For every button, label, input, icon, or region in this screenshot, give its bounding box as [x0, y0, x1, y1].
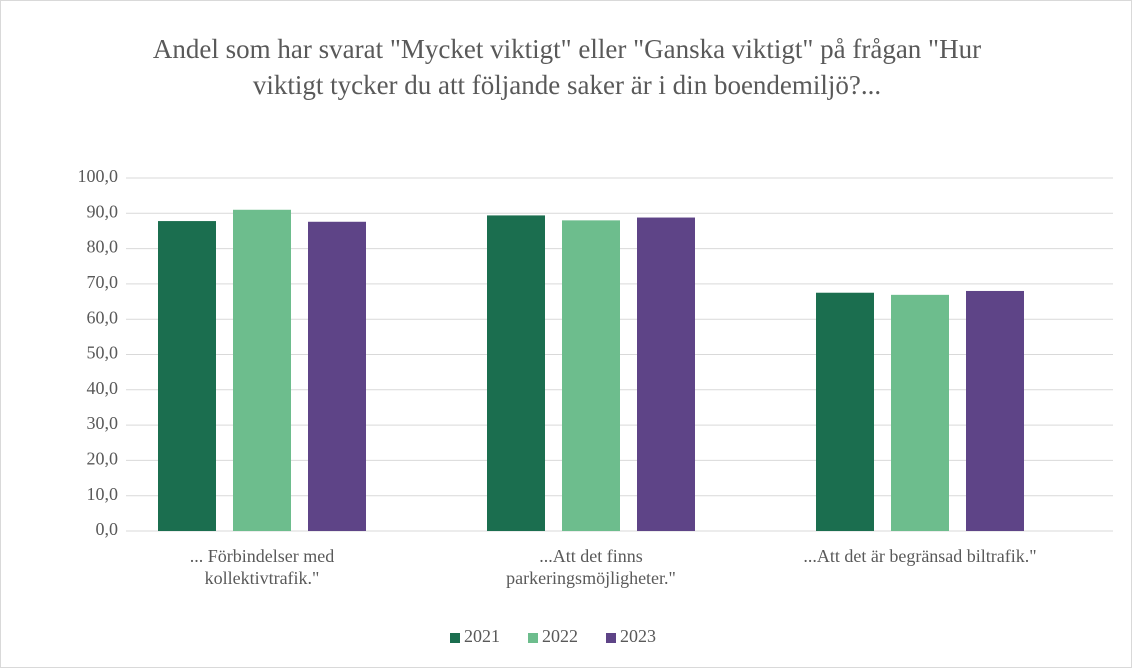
chart-title: Andel som har svarat "Mycket viktigt" el…: [152, 34, 982, 100]
x-tick-label: ...Att det är begränsad biltrafik.": [803, 546, 1037, 566]
y-tick-label: 10,0: [87, 484, 119, 504]
bar: [233, 209, 291, 531]
y-tick-label: 90,0: [87, 201, 119, 221]
bar: [966, 290, 1024, 531]
y-tick-label: 30,0: [87, 413, 119, 433]
bar: [158, 221, 216, 532]
bar: [637, 217, 695, 531]
legend-label: 2022: [542, 626, 578, 646]
y-tick-label: 100,0: [78, 166, 119, 186]
y-tick-label: 50,0: [87, 343, 119, 363]
bar: [891, 294, 949, 531]
legend-label: 2021: [464, 626, 500, 646]
bar: [816, 292, 874, 531]
y-tick-label: 60,0: [87, 307, 119, 327]
legend-swatch: [528, 633, 538, 643]
legend-swatch: [606, 633, 616, 643]
x-tick-label: ...Att det finns parkeringsmöjligheter.": [506, 546, 676, 588]
x-tick-label: ... Förbindelser med kollektivtrafik.": [189, 546, 335, 588]
legend-label: 2023: [620, 626, 656, 646]
bar: [487, 215, 545, 531]
y-tick-label: 0,0: [96, 519, 119, 539]
bar: [308, 221, 366, 531]
legend-swatch: [450, 633, 460, 643]
y-tick-label: 20,0: [87, 449, 119, 469]
y-tick-label: 40,0: [87, 378, 119, 398]
y-tick-label: 70,0: [87, 272, 119, 292]
bar: [562, 220, 620, 532]
y-tick-label: 80,0: [87, 237, 119, 257]
